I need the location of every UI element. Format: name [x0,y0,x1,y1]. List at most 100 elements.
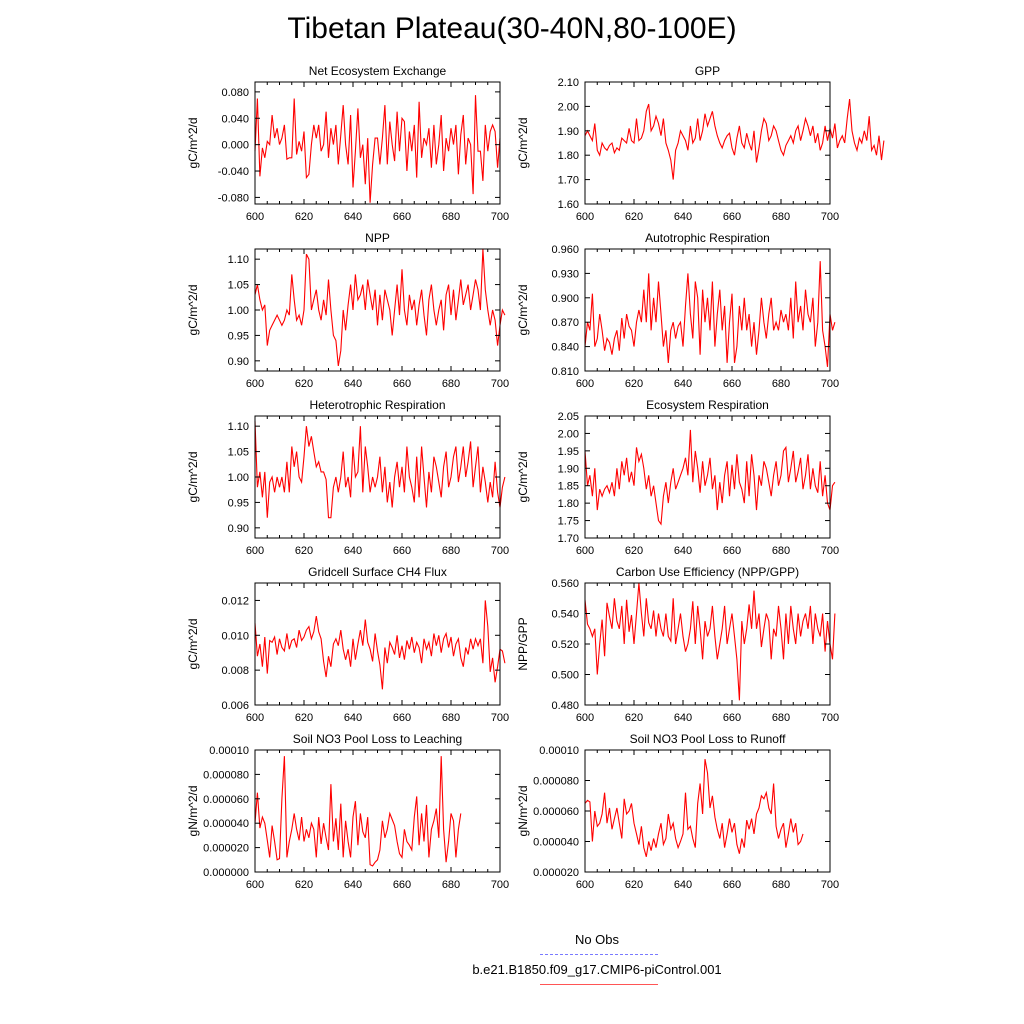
legend-obs-label: No Obs [574,932,620,947]
x-tick-label: 640 [674,879,692,891]
x-tick-label: 620 [625,211,643,223]
y-axis-label: gN/m^2/d [516,786,530,837]
y-tick-label: 0.000040 [533,837,579,849]
y-tick-label: 1.90 [558,126,579,138]
panel-8: Carbon Use Efficiency (NPP/GPP) NPP/GPP 60… [516,565,839,724]
x-tick-label: 640 [344,211,362,223]
x-tick-label: 620 [625,879,643,891]
plot-frame [584,749,831,873]
data-series-line [584,759,804,857]
y-tick-label: 0.006 [221,700,249,712]
y-tick-label: 0.00010 [539,745,579,757]
y-tick-label: 0.90 [228,523,249,535]
x-tick-label: 640 [674,712,692,724]
panel-title: NPP [365,231,390,245]
y-axis-label: gN/m^2/d [186,786,200,837]
x-tick-label: 660 [723,879,741,891]
y-tick-label: 0.930 [551,268,579,280]
x-tick-label: 640 [674,545,692,557]
x-tick-label: 620 [295,712,313,724]
y-tick-label: 0.95 [228,497,249,509]
y-tick-label: 0.520 [551,639,579,651]
y-tick-label: 1.05 [228,447,249,459]
data-series-line [584,429,836,526]
y-tick-label: 0.960 [551,244,579,256]
panel-title: Soil NO3 Pool Loss to Runoff [630,732,787,746]
x-tick-label: 600 [576,378,594,390]
x-tick-label: 620 [295,545,313,557]
x-tick-label: 640 [344,545,362,557]
panel-3: NPP gC/m^2/d 600 620 640 660 680 700 0.90 0.95 1.0… [186,231,509,390]
x-tick-label: 660 [393,378,411,390]
x-tick-label: 620 [295,211,313,223]
y-tick-label: 0.080 [221,87,249,99]
plot-frame [254,749,501,873]
y-tick-label: 0.810 [551,366,579,378]
legend-obs-line [540,954,658,955]
figure-title: Tibetan Plateau(30-40N,80-100E) [287,12,737,45]
x-tick-label: 700 [491,879,509,891]
x-tick-label: 600 [576,545,594,557]
y-tick-label: 0.008 [221,665,249,677]
x-tick-label: 680 [772,712,790,724]
panel-title: Carbon Use Efficiency (NPP/GPP) [616,565,799,579]
plot-frame [254,582,501,706]
x-tick-label: 660 [723,211,741,223]
x-tick-label: 640 [674,211,692,223]
y-tick-label: 0.95 [228,330,249,342]
y-tick-label: -0.040 [218,166,249,178]
y-tick-label: 2.00 [558,101,579,113]
x-tick-label: 620 [625,545,643,557]
x-tick-label: 620 [295,879,313,891]
panel-1: Net Ecosystem Exchange gC/m^2/d 600 620 640 6… [186,64,509,223]
x-tick-label: 680 [772,879,790,891]
y-tick-label: 1.80 [558,150,579,162]
y-tick-label: 1.05 [228,280,249,292]
data-series-line [584,261,836,367]
y-axis-label: NPP/GPP [516,617,530,670]
x-tick-label: 680 [442,712,460,724]
y-tick-label: 2.00 [558,428,579,440]
y-tick-label: 0.900 [551,293,579,305]
y-tick-label: 0.560 [551,578,579,590]
panel-title: GPP [695,64,720,78]
data-series-line [584,582,836,701]
x-tick-label: 640 [344,712,362,724]
x-tick-label: 640 [344,879,362,891]
data-series-line [254,421,506,519]
y-tick-label: 0.000040 [203,818,249,830]
x-tick-label: 640 [674,378,692,390]
x-tick-label: 700 [821,879,839,891]
panel-4: Autotrophic Respiration gC/m^2/d 600 620 640… [516,231,839,390]
y-tick-label: 0.870 [551,317,579,329]
x-tick-label: 600 [576,879,594,891]
y-tick-label: 0.010 [221,630,249,642]
panel-5: Heterotrophic Respiration gC/m^2/d 600 620 6… [186,398,509,557]
x-tick-label: 600 [246,712,264,724]
x-tick-label: 640 [344,378,362,390]
y-tick-label: 1.10 [228,421,249,433]
x-tick-label: 660 [393,879,411,891]
data-series-line [254,756,462,867]
y-tick-label: 2.05 [558,411,579,423]
y-tick-label: 0.000020 [533,867,579,879]
panel-7: Gridcell Surface CH4 Flux gC/m^2/d 600 620 6… [186,565,509,724]
x-tick-label: 680 [772,545,790,557]
data-series-line [254,95,501,203]
y-tick-label: 0.000020 [203,843,249,855]
x-tick-label: 700 [491,378,509,390]
y-axis-label: gC/m^2/d [186,452,200,503]
x-tick-label: 660 [393,712,411,724]
x-tick-label: 680 [772,378,790,390]
y-tick-label: 0.040 [221,113,249,125]
x-tick-label: 600 [246,545,264,557]
x-tick-label: 620 [295,378,313,390]
y-tick-label: 1.60 [558,199,579,211]
panel-10: Soil NO3 Pool Loss to Runoff gN/m^2/d 600 6… [516,732,839,891]
y-tick-label: 0.000060 [533,806,579,818]
data-series-line [254,600,506,690]
panel-title: Ecosystem Respiration [646,398,769,412]
x-tick-label: 660 [723,378,741,390]
y-tick-label: 0.840 [551,342,579,354]
